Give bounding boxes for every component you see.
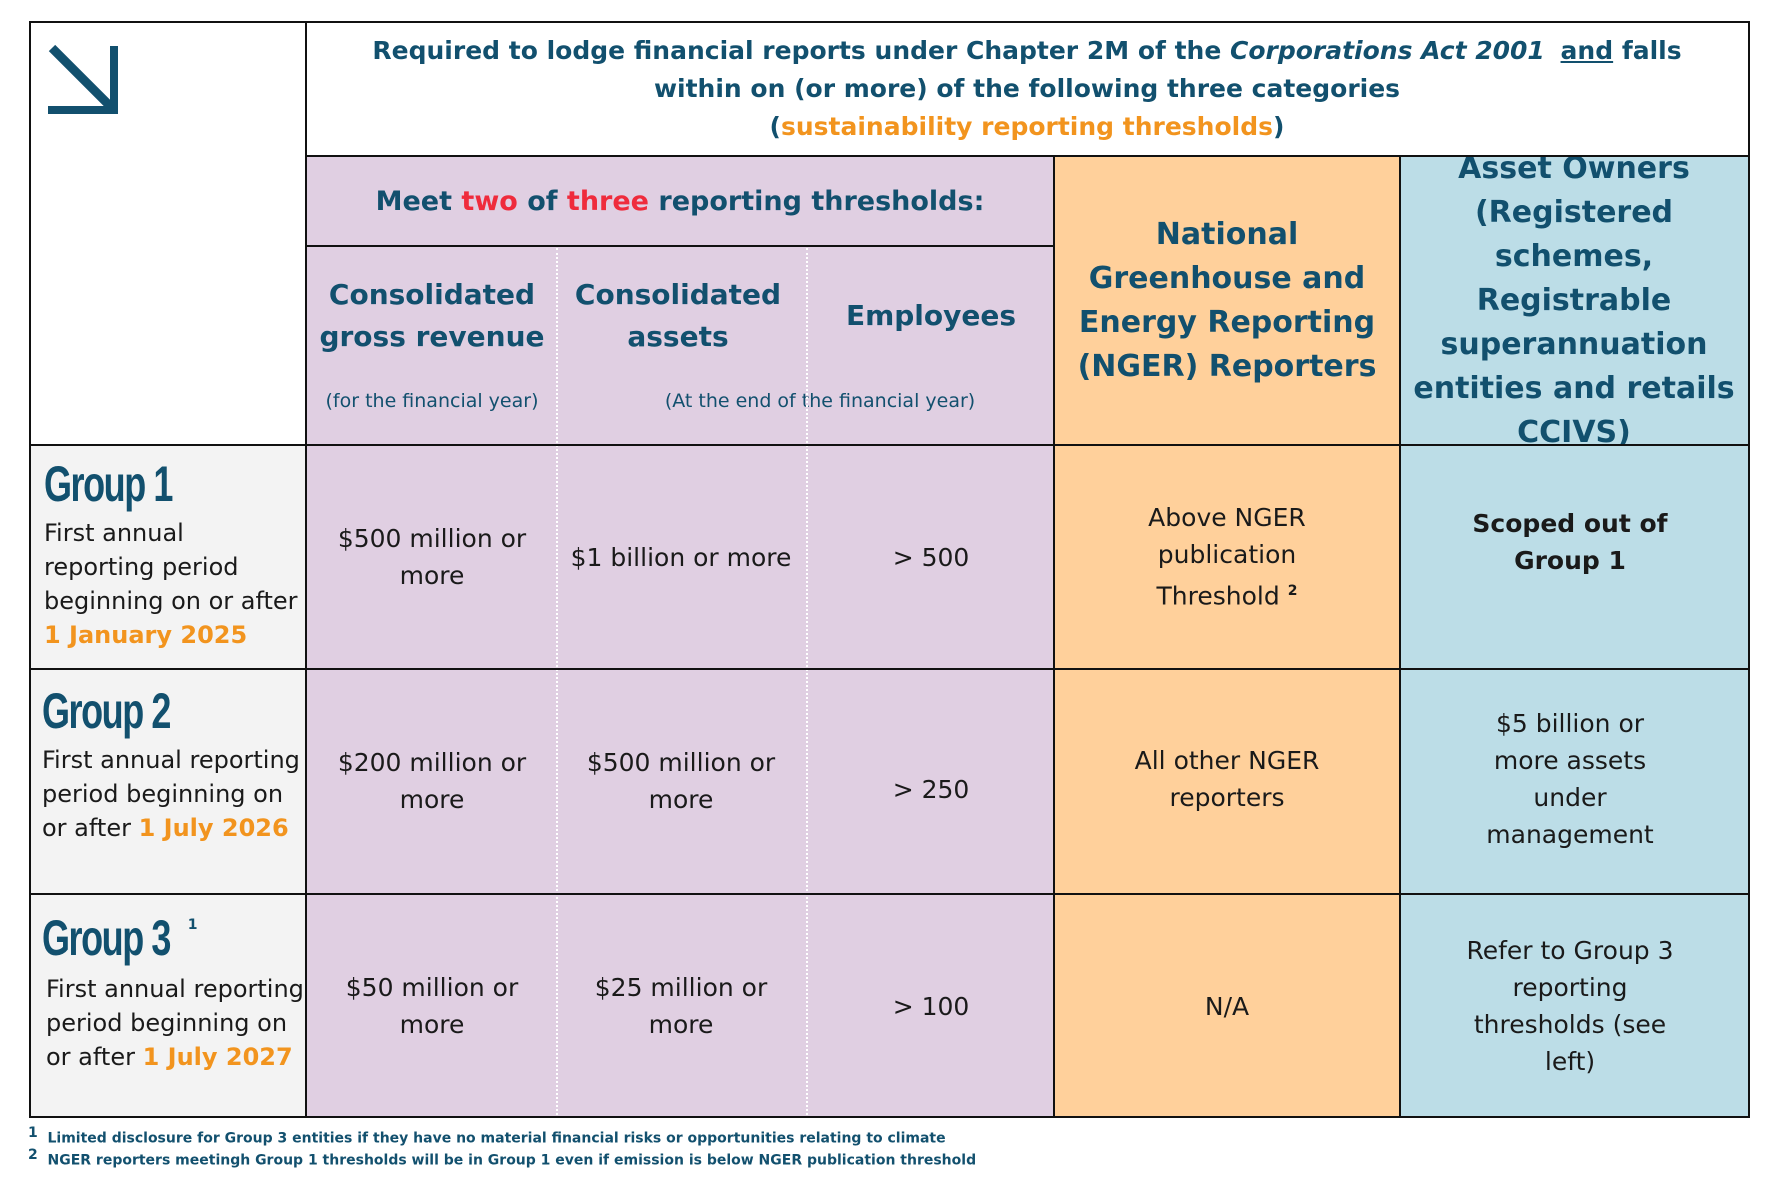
border-line xyxy=(1748,21,1750,1118)
border-line xyxy=(306,245,1054,247)
revenue-title: Consolidated gross revenue xyxy=(319,278,545,353)
nger-title: National Greenhouse and Energy Reporting… xyxy=(1077,216,1377,384)
owners-title: Asset Owners (Registered schemes, Regist… xyxy=(1413,150,1735,450)
group-1-assets: $1 billion or more xyxy=(570,542,792,572)
header-cell xyxy=(306,22,1748,156)
header-paren-close: ) xyxy=(1273,112,1285,141)
main-header: Required to lodge financial reports unde… xyxy=(306,22,1748,156)
thresholds-prefix: Meet xyxy=(375,185,462,217)
footnote-2-text: NGER reporters meetingh Group 1 threshol… xyxy=(47,1152,977,1169)
assets-title: Consolidated assets xyxy=(574,278,782,353)
thresholds-header: Meet two of three reporting thresholds: xyxy=(306,156,1054,246)
border-line xyxy=(1053,155,1055,1118)
owners-column-bg xyxy=(1400,156,1748,1163)
group-2-assets: $500 million or more xyxy=(586,748,776,814)
group-1-nger-sup: 2 xyxy=(1287,583,1298,600)
group-2-title: Group 2 xyxy=(42,683,171,739)
group-1-desc: First annual reporting period beginning … xyxy=(44,519,298,615)
group-3-label: Group 3 1 First annual reporting period b… xyxy=(42,910,304,1090)
group-2-date: 1 July 2026 xyxy=(138,814,289,842)
footnote-2-mark: 2 xyxy=(28,1147,38,1163)
header-and: and xyxy=(1560,36,1614,65)
footnote-1: 1 Limited disclosure for Group 3 entitie… xyxy=(28,1125,946,1147)
group-2-desc: First annual reporting period beginning … xyxy=(42,746,300,842)
assets-column-header: Consolidated assets xyxy=(568,246,788,386)
header-line1-prefix: Required to lodge financial reports unde… xyxy=(372,36,1230,65)
header-paren-open: ( xyxy=(769,112,781,141)
header-act-name: Corporations Act 2001 xyxy=(1229,36,1545,65)
thresholds-three: three xyxy=(566,185,649,217)
group-1-nger: Above NGER publication Threshold 2 xyxy=(1134,445,1320,669)
border-line xyxy=(30,21,1750,23)
group-3-assets: $25 million or more xyxy=(594,973,768,1039)
group-1-revenue: $500 million or more xyxy=(337,524,527,590)
border-line xyxy=(1399,155,1401,1118)
revenue-column-header: Consolidated gross revenue xyxy=(316,246,548,386)
owners-column-header: Asset Owners (Registered schemes, Regist… xyxy=(1412,151,1736,450)
group-3-title: Group 3 xyxy=(42,910,171,966)
assets-subtitle: (At the end of the financial year) xyxy=(664,390,976,412)
group-2-nger: All other NGER reporters xyxy=(1134,746,1320,812)
revenue-sub: (for the financial year) xyxy=(306,384,558,418)
dotted-divider xyxy=(806,248,808,1163)
thresholds-of: of xyxy=(517,185,567,217)
border-line xyxy=(30,893,1750,895)
thresholds-two: two xyxy=(461,185,518,217)
group-1-label: Group 1 First annual reporting period be… xyxy=(44,456,300,666)
logo-cell xyxy=(30,22,306,445)
group-1-title: Group 1 xyxy=(44,456,173,512)
group-column-bg xyxy=(30,445,306,1163)
header-highlight: sustainability reporting thresholds xyxy=(780,112,1273,141)
border-line xyxy=(29,21,31,1118)
group-2-employees: > 250 xyxy=(892,774,970,804)
thresholds-suffix: reporting thresholds: xyxy=(649,185,985,217)
arrow-down-right-icon xyxy=(44,40,124,120)
group-3-owners: Refer to Group 3 reporting thresholds (s… xyxy=(1466,936,1674,1076)
group-3-employees: > 100 xyxy=(892,991,970,1021)
border-line xyxy=(30,444,1750,446)
thresholds-header-bg xyxy=(306,156,1054,1163)
footer-area xyxy=(0,1118,1790,1179)
group-3-nger: N/A xyxy=(1204,991,1250,1021)
group-1-employees: > 500 xyxy=(892,542,970,572)
group-2-owners: $5 billion or more assets under manageme… xyxy=(1486,709,1654,849)
employees-column-header: Employees xyxy=(808,266,1054,366)
nger-column-bg xyxy=(1054,156,1400,1163)
header-line2: within on (or more) of the following thr… xyxy=(653,74,1401,103)
group-3-revenue: $50 million or more xyxy=(345,973,519,1039)
border-line xyxy=(306,155,1750,157)
nger-column-header: National Greenhouse and Energy Reporting… xyxy=(1064,156,1390,445)
group-2-label: Group 2 First annual reporting period be… xyxy=(42,683,304,863)
border-line xyxy=(30,1116,1750,1118)
footnote-2: 2 NGER reporters meetingh Group 1 thresh… xyxy=(28,1147,976,1169)
group-1-owners: Scoped out of Group 1 xyxy=(1472,509,1668,575)
group-3-date: 1 July 2027 xyxy=(142,1043,293,1071)
assets-sub: (At the end of the financial year) xyxy=(630,384,1010,418)
footnote-1-text: Limited disclosure for Group 3 entities … xyxy=(47,1130,946,1147)
border-line xyxy=(30,668,1750,670)
group-2-revenue: $200 million or more xyxy=(337,748,527,814)
dotted-divider xyxy=(556,248,558,1163)
group-1-nger-text: Above NGER publication Threshold xyxy=(1148,503,1306,611)
group-3-desc: First annual reporting period beginning … xyxy=(46,975,304,1071)
group-1-date: 1 January 2025 xyxy=(44,621,248,649)
header-line1-suffix: falls xyxy=(1613,36,1682,65)
employees-title: Employees xyxy=(845,299,1017,332)
revenue-subtitle: (for the financial year) xyxy=(325,390,539,412)
group-3-sup: 1 xyxy=(187,917,198,933)
border-line xyxy=(305,21,307,1118)
footnote-1-mark: 1 xyxy=(28,1125,38,1141)
